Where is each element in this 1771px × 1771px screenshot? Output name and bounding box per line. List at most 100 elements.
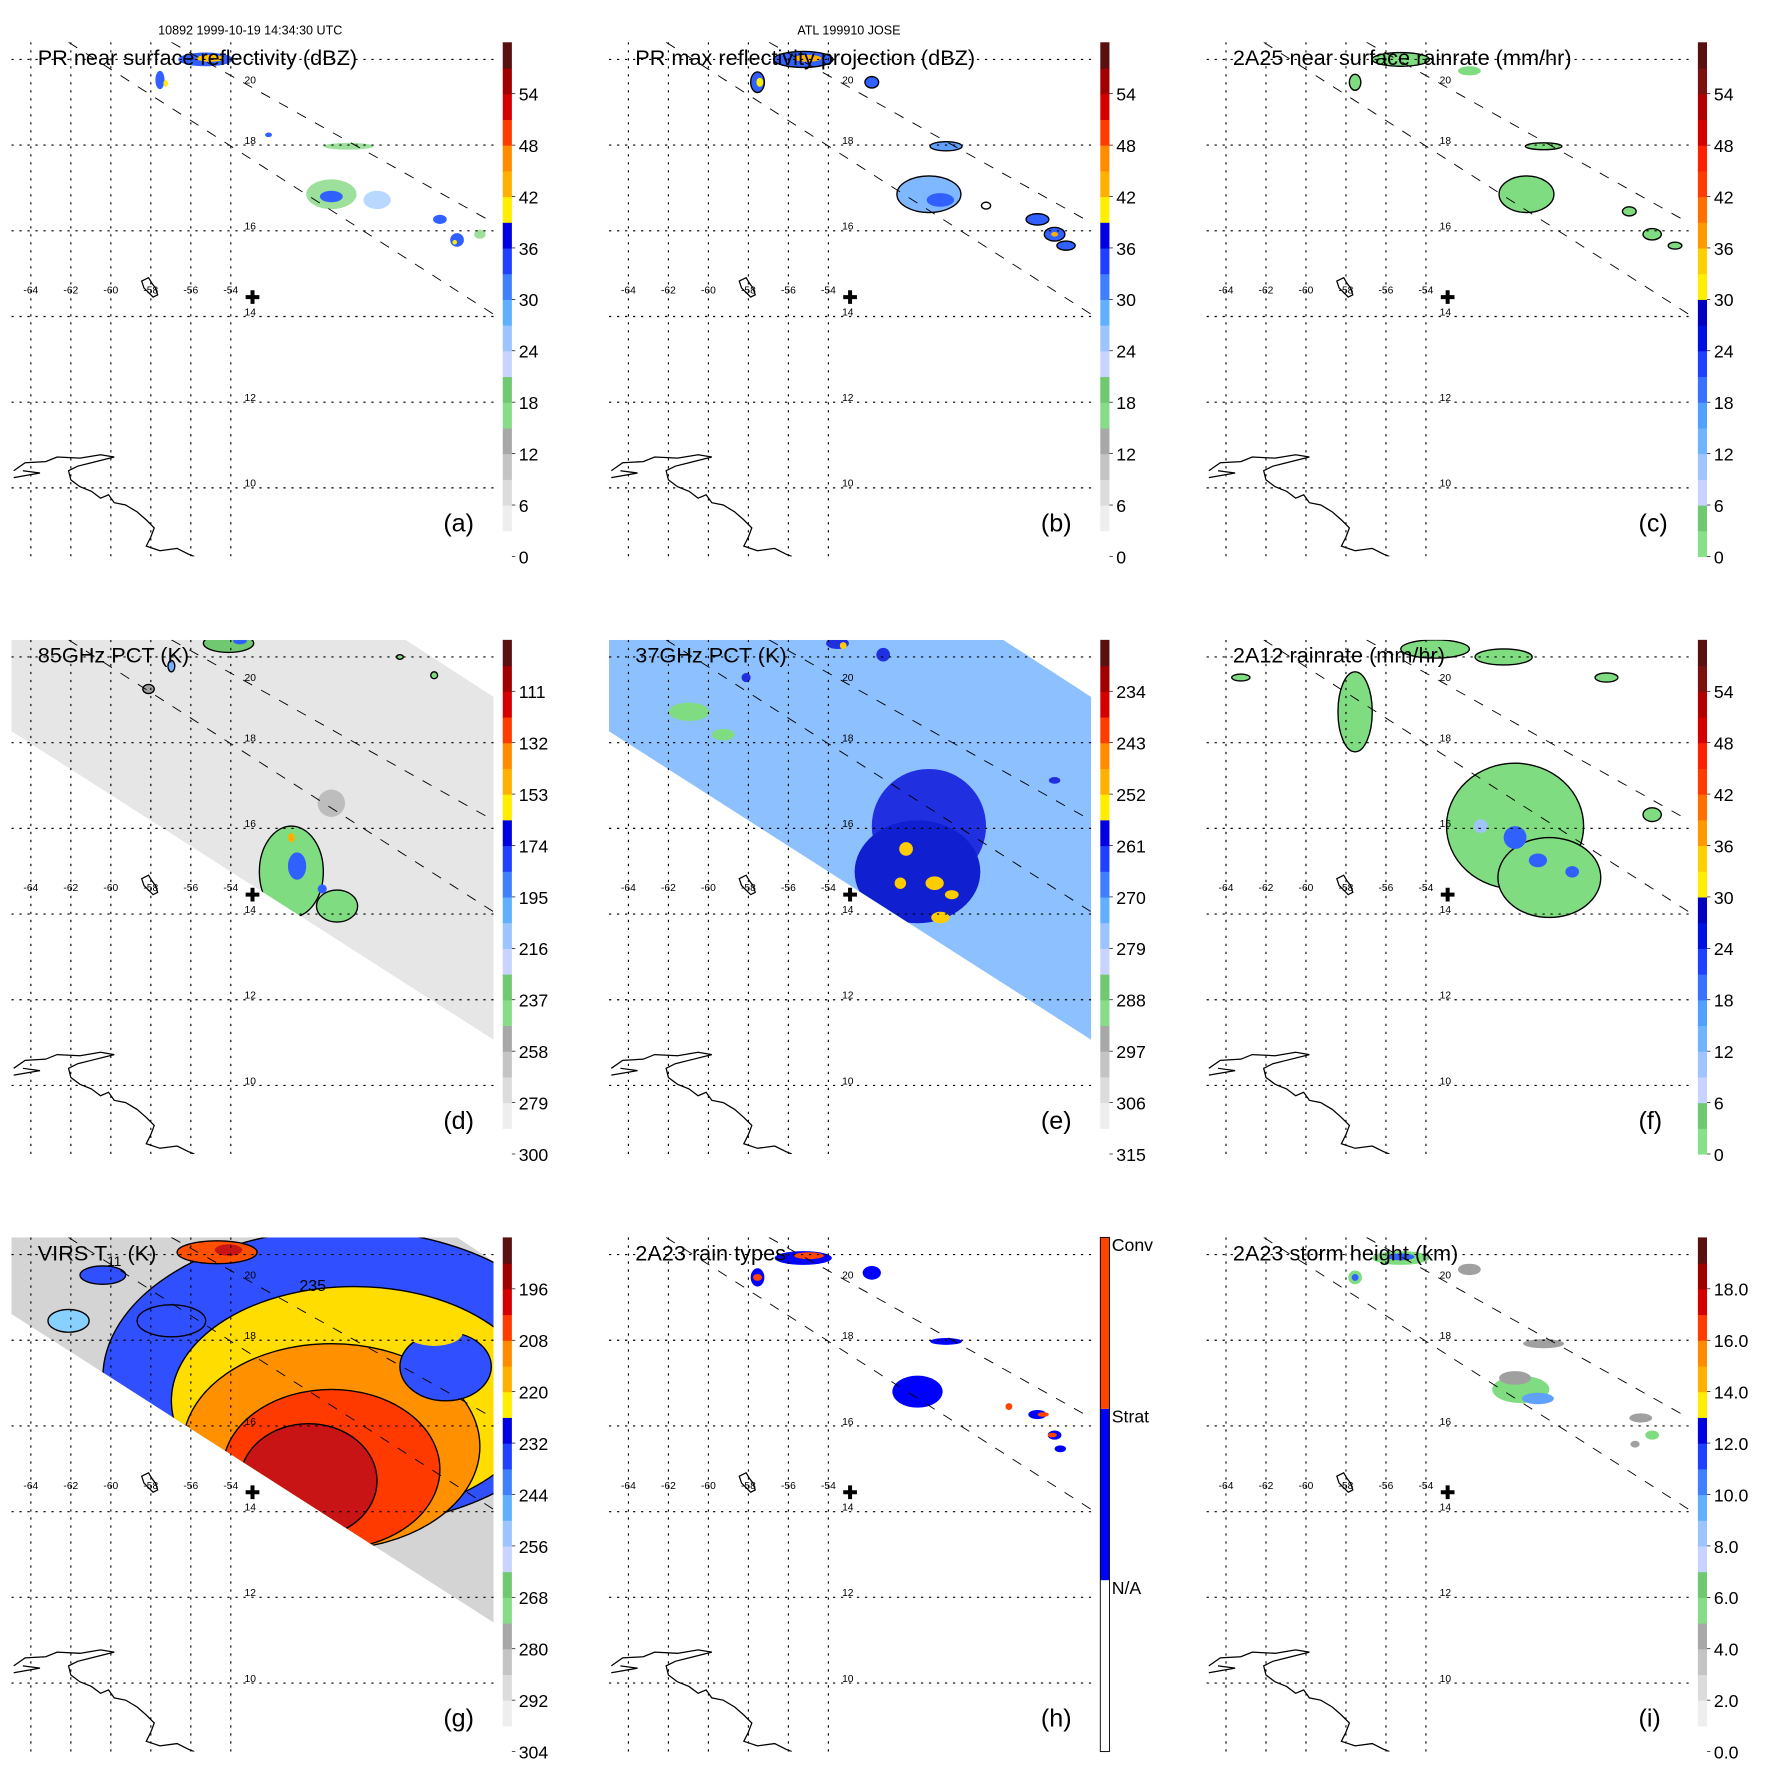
colorbar-segment [502,427,512,455]
colorbar-segment [502,1237,512,1264]
colorbar-segment [1100,222,1110,249]
precipitation-feature [944,890,959,900]
latitude-label: 10 [842,1674,854,1685]
colorbar-tick-label: 42 [1714,785,1734,805]
longitude-label: -64 [23,286,38,297]
pr-swath-edge [665,1237,1092,1510]
colorbar-segment [1100,273,1110,300]
precipitation-feature [163,79,168,87]
colorbar-tick-label: 244 [519,1485,549,1505]
colorbar-segment [1697,1443,1708,1470]
longitude-label: -60 [1299,286,1314,297]
colorbar-tick-label: 315 [1116,1145,1146,1165]
colorbar-segment [1100,665,1110,692]
colorbar-tick-label: 36 [1714,239,1734,259]
map-area [11,639,494,1155]
colorbar-segment [1100,742,1110,769]
panel-letter: (c) [1638,509,1667,537]
colorbar-tick-label: 36 [519,239,539,259]
colorbar-tick-label: 132 [519,734,549,754]
venezuela-coastline [1208,454,1390,557]
colorbar: 0 6 12 18 24 30 36 42 48 54 [1100,42,1136,567]
storm-center-cross-icon [245,1485,260,1500]
latitude-label: 20 [1440,673,1452,684]
colorbar: 0 6 12 18 24 30 36 42 48 54 [1697,42,1734,567]
colorbar-tick-label: 6 [1714,496,1724,516]
pr-swath-edge [68,639,494,913]
longitude-label: -56 [1379,883,1394,894]
precipitation-feature [839,642,847,649]
pr-swath-edge [665,42,1092,315]
latitude-label: 16 [842,819,854,830]
colorbar-segment [502,1340,512,1367]
colorbar-tick-label: 48 [1714,136,1734,156]
latitude-label: 12 [1440,991,1452,1002]
precipitation-feature [1231,673,1251,682]
colorbar-tick-label: 24 [519,342,539,362]
latitude-label: 14 [245,1502,257,1513]
colorbar-segment [502,1025,512,1052]
panel-letter: (f) [1638,1107,1662,1135]
panel-letter: (h) [1041,1704,1072,1732]
map-area [11,1237,494,1752]
colorbar-segment [502,1443,512,1470]
colorbar-segment [502,819,512,847]
colorbar-segment [1697,1314,1708,1341]
colorbar-label: Strat [1112,1407,1149,1427]
colorbar-segment [1697,1520,1708,1547]
colorbar-tick-label: 220 [519,1383,549,1403]
precipitation-feature [892,1375,943,1408]
colorbar-segment [1697,999,1708,1027]
longitude-label: -62 [1259,286,1274,297]
precipitation-feature [1621,206,1637,217]
pr-swath-edge [68,42,494,315]
precipitation-feature [1457,66,1481,76]
precipitation-feature [862,1265,881,1280]
precipitation-feature [668,702,710,721]
precipitation-feature [1667,241,1683,250]
colorbar-segment [1697,1076,1708,1104]
colorbar-segment [1100,350,1110,378]
colorbar-segment [502,222,512,249]
storm-center-cross-icon [245,290,260,304]
colorbar-segment [502,691,512,718]
colorbar-segment [1697,42,1708,69]
colorbar-segment [1100,402,1110,429]
precipitation-feature [1457,1263,1481,1276]
colorbar-segment [502,665,512,692]
colorbar: 196 208 220 232 244 256 268 280 292 304 [502,1237,549,1762]
colorbar-segment [502,845,512,872]
colorbar-segment [1697,1365,1708,1393]
colorbar-segment [502,1391,512,1418]
colorbar-segment [1697,453,1708,480]
colorbar-segment [1100,247,1110,275]
precipitation-feature [929,140,963,152]
colorbar-segment [1697,1725,1708,1753]
colorbar-tick-label: 24 [1714,342,1734,362]
colorbar-tick-label: 279 [519,1093,549,1113]
colorbar-segment [502,742,512,769]
latitude-label: 10 [1440,479,1452,490]
colorbar-segment [502,196,512,223]
colorbar-tick-label: 111 [519,682,546,702]
colorbar-segment [1100,1076,1110,1104]
colorbar-segment [502,716,512,744]
colorbar-tick-label: 18 [1714,393,1734,413]
latitude-label: 18 [245,734,257,745]
colorbar-segment [1697,1623,1708,1650]
latitude-label: 12 [1440,393,1452,404]
island-outline [1336,276,1354,298]
colorbar-segment [502,1674,512,1701]
colorbar-tick-label: 270 [1116,888,1146,908]
venezuela-coastline [1208,1649,1390,1752]
colorbar-tick-label: 36 [1714,836,1734,856]
colorbar-segment [1697,1417,1708,1444]
colorbar-segment [1697,1263,1708,1290]
panel-letter: (a) [443,509,474,537]
precipitation-feature [1048,776,1061,784]
latitude-label: 18 [1440,734,1452,745]
map-area [1206,42,1689,557]
colorbar-tick-label: 292 [519,1691,549,1711]
colorbar-label: Conv [1112,1235,1153,1255]
longitude-label: -54 [821,883,836,894]
